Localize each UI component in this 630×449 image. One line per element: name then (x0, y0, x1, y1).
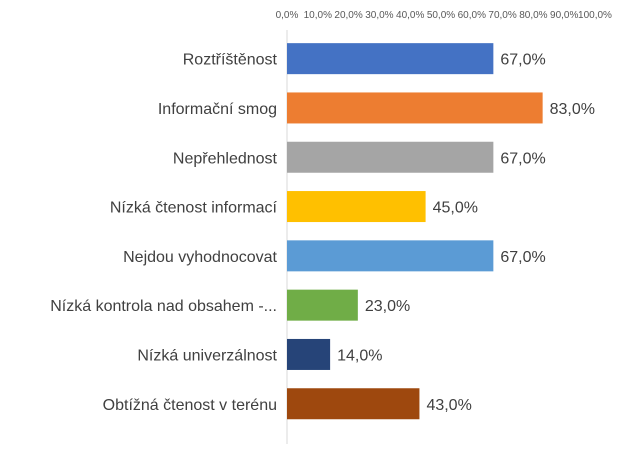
x-tick-label: 80,0% (519, 10, 547, 21)
data-label: 67,0% (500, 150, 545, 167)
bar (287, 289, 358, 321)
x-tick-label: 40,0% (396, 10, 424, 21)
data-label: 45,0% (433, 200, 478, 217)
bar (287, 338, 331, 370)
category-label: Nepřehlednost (173, 150, 278, 167)
category-label: Nízká kontrola nad obsahem -... (50, 298, 277, 315)
x-tick-label: 90,0% (550, 10, 578, 21)
bar (287, 191, 426, 223)
category-label: Obtížná čtenost v terénu (103, 397, 277, 414)
data-label: 14,0% (337, 347, 382, 364)
data-label: 83,0% (550, 101, 595, 118)
x-tick-label: 70,0% (488, 10, 516, 21)
category-label: Roztříštěnost (183, 52, 278, 69)
x-tick-label: 60,0% (458, 10, 486, 21)
category-label: Informační smog (158, 101, 277, 118)
x-tick-label: 0,0% (276, 10, 299, 21)
bar (287, 43, 494, 75)
x-axis-ticks: 0,0% 10,0% 20,0% 30,0% 40,0% 50,0% 60,0% 70,0% 8… (276, 10, 612, 21)
category-label: Nejdou vyhodnocovat (123, 249, 277, 266)
data-label: 67,0% (500, 52, 545, 69)
data-label: 67,0% (500, 249, 545, 266)
data-label: 23,0% (365, 298, 410, 315)
x-tick-label: 20,0% (334, 10, 362, 21)
x-tick-label: 10,0% (304, 10, 332, 21)
x-tick-label: 30,0% (365, 10, 393, 21)
bar (287, 240, 494, 272)
x-tick-label: 50,0% (427, 10, 455, 21)
bar (287, 92, 543, 124)
data-label: 43,0% (426, 397, 471, 414)
bar (287, 141, 494, 173)
bar (287, 388, 420, 420)
category-label: Nízká čtenost informací (110, 200, 278, 217)
bars: Roztříštěnost 67,0% Informační smog 83,0% Ne… (50, 43, 595, 420)
category-label: Nízká univerzálnost (137, 347, 277, 364)
x-tick-label: 100,0% (578, 10, 612, 21)
